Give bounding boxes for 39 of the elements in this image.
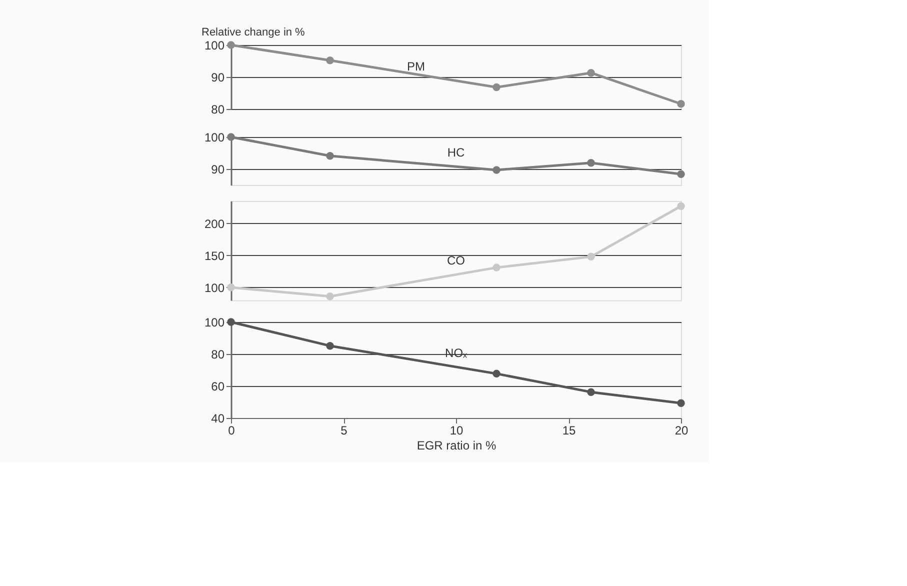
point xyxy=(227,284,235,292)
y-tick-label: 100 xyxy=(204,280,225,295)
x-tick-label: 20 xyxy=(674,424,688,438)
x-tick-label: 10 xyxy=(450,424,464,438)
point xyxy=(492,264,500,272)
x-tick-label: 0 xyxy=(228,424,236,438)
point xyxy=(677,202,685,210)
point xyxy=(677,399,685,407)
point xyxy=(587,388,595,396)
point xyxy=(587,159,595,167)
y-tick-label: 60 xyxy=(211,380,225,394)
y-tick-label: 200 xyxy=(204,216,225,231)
x-axis-title: EGR ratio in % xyxy=(416,438,497,452)
y-tick-label: 80 xyxy=(211,102,225,116)
point xyxy=(492,83,500,92)
point xyxy=(326,342,334,350)
series-label: PM xyxy=(407,60,426,74)
point xyxy=(492,166,500,174)
y-tick-label: 40 xyxy=(211,412,225,426)
y-tick-label: 150 xyxy=(204,248,225,263)
point xyxy=(587,252,595,261)
series-label: HC xyxy=(447,146,465,160)
x-tick-label: 5 xyxy=(340,424,348,438)
y-tick-label: 100 xyxy=(204,316,225,330)
x-tick-label: 15 xyxy=(562,424,576,438)
y-tick-label: 100 xyxy=(204,38,225,52)
y-axis-title: Relative change in % xyxy=(202,26,306,38)
y-tick-label: 90 xyxy=(211,70,225,84)
point xyxy=(587,68,595,77)
point xyxy=(326,152,334,160)
point xyxy=(326,292,334,300)
point xyxy=(677,100,685,108)
point xyxy=(677,170,685,178)
point xyxy=(326,56,334,64)
point xyxy=(492,370,500,378)
series-label: CO xyxy=(447,254,465,268)
y-tick-label: 100 xyxy=(204,130,225,144)
y-tick-label: 80 xyxy=(211,348,225,362)
y-tick-label: 90 xyxy=(211,162,225,176)
